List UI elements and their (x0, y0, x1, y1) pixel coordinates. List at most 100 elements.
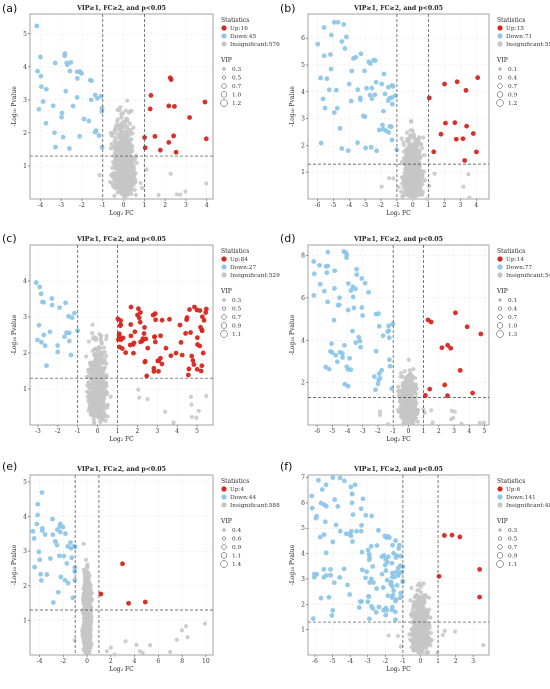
point-insig (412, 382, 417, 387)
point-insig (421, 636, 427, 641)
point-insig (98, 386, 104, 391)
vip-value: 0.9 (508, 93, 518, 99)
point-up (130, 342, 136, 347)
legend-entry-insig: Insignificant:529 (230, 273, 280, 279)
point-insig (84, 389, 90, 394)
panel-label: (c) (2, 232, 17, 245)
x-tick-label: 4 (205, 202, 209, 209)
point-down (348, 98, 354, 104)
point-insig (98, 337, 103, 342)
vip-size-key (497, 83, 503, 89)
point-insig (419, 192, 424, 197)
point-insig (413, 401, 418, 406)
point-insig (104, 649, 109, 654)
point-down (348, 484, 354, 490)
point-down (398, 590, 403, 596)
point-up (137, 319, 143, 325)
point-down (369, 96, 375, 102)
y-tick-label: 1 (23, 163, 27, 170)
vip-value: 0.7 (232, 315, 242, 321)
x-axis-label: Log₂ FC (386, 210, 411, 217)
point-insig (110, 181, 115, 186)
point-down (370, 564, 376, 569)
y-axis-label: -Log₁₀ Pvalue (11, 86, 18, 127)
point-insig (432, 171, 437, 176)
point-down (373, 387, 378, 393)
point-down (329, 350, 335, 355)
point-down (376, 604, 382, 610)
point-insig (399, 175, 405, 180)
point-up (128, 322, 134, 327)
point-down (69, 555, 75, 561)
point-insig (86, 583, 91, 588)
point-up (473, 149, 479, 155)
x-tick-label: 8 (180, 658, 184, 665)
legend-swatch-down (221, 264, 227, 270)
point-insig (430, 420, 435, 425)
point-down (315, 41, 321, 47)
plot-frame (29, 13, 214, 200)
point-insig (156, 192, 161, 198)
x-tick-label: -2 (378, 202, 384, 209)
point-up (454, 79, 460, 85)
legend-title: Statistics (221, 478, 249, 485)
point-insig (128, 173, 133, 178)
point-down (387, 535, 392, 541)
point-insig (403, 413, 408, 418)
legend-entry-down: Down:27 (230, 265, 256, 271)
point-down (87, 77, 93, 83)
point-down (357, 599, 363, 605)
point-insig (137, 649, 142, 654)
point-up (443, 120, 448, 126)
point-down (42, 532, 48, 537)
point-insig (417, 162, 422, 167)
point-down (386, 129, 392, 135)
point-down (347, 355, 353, 361)
plot-title: VIP≥1, FC≥2, and p<0.05 (353, 5, 443, 12)
point-down (326, 594, 332, 600)
point-insig (128, 163, 134, 168)
point-down (374, 586, 379, 591)
point-insig (100, 380, 105, 385)
x-tick-label: -3 (35, 428, 41, 435)
point-up (423, 393, 428, 398)
y-tick-label: 5 (23, 31, 27, 38)
point-down (368, 144, 374, 150)
point-down (369, 85, 375, 91)
point-insig (123, 178, 128, 183)
panel-a: (a) VIP≥1, FC≥2, and p<0.05 -4 -3 -2 -1 0 1 2 3 4 1… (2, 2, 280, 217)
point-down (62, 51, 68, 57)
panel-label: (e) (2, 460, 17, 473)
point-down (311, 571, 317, 577)
y-tick-label: 4 (301, 337, 305, 344)
point-insig (418, 614, 423, 619)
point-insig (421, 581, 426, 586)
point-up (194, 366, 200, 372)
x-tick-label: -6 (312, 658, 318, 665)
x-tick-label: -6 (314, 428, 320, 435)
point-insig (398, 644, 403, 649)
vip-size-key (222, 298, 226, 302)
point-down (398, 553, 404, 559)
point-down (374, 148, 379, 154)
point-down (342, 478, 347, 484)
point-down (323, 550, 329, 556)
point-insig (420, 182, 425, 187)
point-insig (86, 596, 91, 601)
point-down (385, 554, 391, 560)
point-down (385, 593, 391, 599)
point-down (397, 595, 403, 601)
point-down (47, 556, 53, 561)
point-insig (96, 404, 101, 409)
vip-size-key (496, 560, 504, 568)
legend-entry-insig: Insignificant:588 (230, 503, 280, 509)
point-insig (399, 189, 404, 194)
vip-size-key (220, 552, 228, 559)
point-down (390, 592, 396, 598)
point-insig (147, 643, 153, 648)
point-up (462, 158, 468, 163)
y-tick-label: 6 (301, 295, 305, 302)
point-up (120, 561, 125, 567)
x-tick-label: 3 (452, 428, 456, 435)
point-insig (410, 141, 415, 146)
